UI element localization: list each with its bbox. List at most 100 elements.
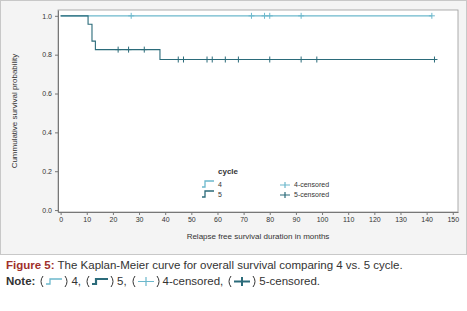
y-tick: 0.2 — [42, 168, 58, 175]
x-tick-mark — [374, 212, 375, 215]
caption-label: Figure 5: — [6, 259, 55, 271]
x-tick-label: 40 — [162, 216, 170, 223]
x-tick-label: 140 — [421, 216, 433, 223]
note-line-icon — [39, 275, 69, 288]
y-tick: 0.8 — [42, 51, 58, 58]
x-tick-mark — [270, 212, 271, 215]
x-tick-label: 60 — [214, 216, 222, 223]
x-tick: 20 — [110, 212, 118, 223]
x-tick-mark — [427, 212, 428, 215]
censor-mark — [180, 57, 186, 63]
y-tick-mark — [55, 94, 58, 95]
x-axis: 0 10 20 30 40 50 60 70 80 90 100 110 120 130 140 150 — [59, 212, 460, 223]
x-tick: 50 — [188, 212, 196, 223]
x-tick-mark — [322, 212, 323, 215]
x-tick: 90 — [293, 212, 301, 223]
legend-line-icon — [202, 181, 214, 187]
censor-mark — [267, 57, 273, 63]
survival-line — [61, 15, 432, 16]
x-tick: 100 — [317, 212, 329, 223]
note-entry: 4-censored, — [163, 275, 224, 287]
x-tick-mark — [165, 212, 166, 215]
x-tick-mark — [296, 212, 297, 215]
y-tick-label: 0.2 — [42, 168, 52, 175]
censor-mark — [128, 13, 134, 19]
marks — [61, 13, 438, 63]
censor-mark — [222, 57, 228, 63]
x-tick-mark — [61, 212, 62, 215]
plot-frame — [58, 10, 458, 212]
y-tick: 0.4 — [42, 129, 58, 136]
legend-line-icon — [202, 191, 214, 197]
note-label: Note: — [6, 275, 35, 287]
censor-mark — [267, 13, 273, 19]
censor-mark — [235, 57, 241, 63]
x-tick: 150 — [447, 212, 459, 223]
note-entry: 5-censored. — [259, 275, 320, 287]
legend-label: 5-censored — [294, 191, 329, 198]
x-tick-mark — [113, 212, 114, 215]
x-tick-label: 80 — [266, 216, 274, 223]
x-tick: 120 — [369, 212, 381, 223]
censor-mark — [431, 57, 437, 63]
x-tick-label: 0 — [59, 216, 63, 223]
x-tick-mark — [191, 212, 192, 215]
y-tick-mark — [55, 132, 58, 133]
y-tick-mark — [55, 16, 58, 17]
legend-censor-icon — [280, 182, 290, 188]
censor-mark — [298, 57, 304, 63]
x-tick: 0 — [59, 212, 63, 223]
note-line-icon — [85, 275, 115, 288]
censor-mark — [209, 57, 215, 63]
chart-background — [1, 1, 467, 255]
y-tick: 1.0 — [42, 13, 58, 20]
y-axis: 0.0 0.2 0.4 0.6 0.8 1.0 — [42, 11, 58, 214]
x-tick: 60 — [214, 212, 222, 223]
x-axis-line — [59, 212, 459, 213]
x-tick-mark — [87, 212, 88, 215]
y-tick-mark — [55, 210, 58, 211]
note-censor-icon — [131, 275, 161, 288]
x-tick-label: 120 — [369, 216, 381, 223]
y-axis-line — [58, 11, 59, 213]
censor-mark — [262, 13, 268, 19]
x-tick-label: 130 — [395, 216, 407, 223]
x-tick-mark — [400, 212, 401, 215]
legend-label: 4 — [218, 181, 222, 188]
x-tick-label: 10 — [83, 216, 91, 223]
x-tick: 110 — [343, 212, 354, 223]
censor-mark — [115, 47, 121, 53]
x-tick-label: 100 — [317, 216, 329, 223]
y-tick-label: 1.0 — [42, 13, 52, 20]
y-tick-label: 0.4 — [42, 129, 52, 136]
plot: 0 10 20 30 40 50 60 70 80 90 100 110 120 130 140 150 0.0… — [42, 10, 459, 223]
x-tick: 30 — [136, 212, 144, 223]
x-tick: 80 — [266, 212, 274, 223]
censor-mark — [248, 13, 254, 19]
censor-mark — [126, 47, 132, 53]
x-tick-label: 20 — [110, 216, 118, 223]
x-tick-label: 110 — [343, 216, 354, 223]
y-tick: 0.0 — [42, 207, 58, 214]
x-tick-mark — [139, 212, 140, 215]
censor-mark — [314, 57, 320, 63]
x-axis-title: Relapse free survival duration in months — [187, 232, 330, 241]
legend-label: 4-censored — [294, 181, 329, 188]
x-tick: 70 — [240, 212, 248, 223]
note: Note:4,5,4-censored,5-censored. — [6, 274, 461, 289]
x-tick: 130 — [395, 212, 407, 223]
x-tick: 140 — [421, 212, 433, 223]
legend: cycle44-censored55-censored — [202, 167, 329, 198]
x-tick-label: 150 — [447, 216, 459, 223]
y-tick: 0.6 — [42, 90, 58, 97]
legend-title: cycle — [218, 167, 239, 176]
legend-censor-icon — [280, 192, 290, 198]
survival-line — [61, 16, 435, 60]
x-tick: 10 — [83, 212, 91, 223]
x-tick: 40 — [162, 212, 170, 223]
note-entry: 5, — [117, 275, 127, 287]
censor-mark — [204, 57, 210, 63]
x-tick-mark — [453, 212, 454, 215]
censor-mark — [141, 47, 147, 53]
y-tick-label: 0.8 — [42, 51, 52, 58]
